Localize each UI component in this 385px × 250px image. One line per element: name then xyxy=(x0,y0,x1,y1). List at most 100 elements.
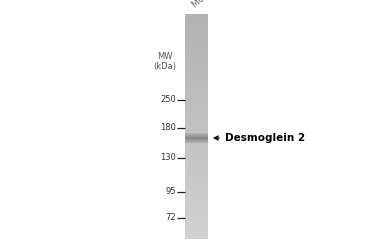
Bar xyxy=(185,162,208,164)
Bar xyxy=(185,204,208,205)
Bar xyxy=(185,68,208,69)
Bar xyxy=(185,43,208,44)
Bar xyxy=(185,41,208,42)
Bar xyxy=(185,176,208,177)
Bar xyxy=(185,204,208,206)
Bar xyxy=(185,70,208,71)
Bar xyxy=(185,30,208,32)
Bar xyxy=(185,16,208,18)
Bar xyxy=(185,144,208,145)
Bar xyxy=(185,223,208,224)
Bar xyxy=(185,17,208,18)
Bar xyxy=(185,47,208,48)
Bar xyxy=(185,151,208,152)
Bar xyxy=(185,114,208,115)
Text: Mouse heart: Mouse heart xyxy=(190,0,239,10)
Bar xyxy=(185,237,208,238)
Bar xyxy=(185,104,208,106)
Bar xyxy=(185,216,208,218)
Bar xyxy=(185,81,208,82)
Bar xyxy=(185,88,208,89)
Bar xyxy=(185,148,208,149)
Bar xyxy=(185,80,208,81)
Bar xyxy=(185,28,208,29)
Bar xyxy=(185,164,208,165)
Bar xyxy=(185,80,208,82)
Bar xyxy=(185,107,208,108)
Bar xyxy=(185,83,208,84)
Bar xyxy=(185,174,208,175)
Bar xyxy=(185,178,208,179)
Bar xyxy=(185,71,208,72)
Bar xyxy=(185,86,208,88)
Bar xyxy=(185,192,208,193)
Bar xyxy=(185,62,208,64)
Bar xyxy=(185,142,208,143)
Bar xyxy=(185,232,208,233)
Bar xyxy=(185,174,208,176)
Bar xyxy=(185,216,208,217)
Bar xyxy=(185,62,208,63)
Bar xyxy=(185,136,208,137)
Bar xyxy=(185,33,208,34)
Bar xyxy=(185,156,208,157)
Bar xyxy=(185,235,208,236)
Bar xyxy=(185,149,208,150)
Bar xyxy=(185,185,208,186)
Bar xyxy=(185,196,208,198)
Bar xyxy=(185,170,208,171)
Bar xyxy=(185,210,208,211)
Bar xyxy=(185,25,208,26)
Bar xyxy=(185,190,208,192)
Bar xyxy=(185,140,208,141)
Bar xyxy=(185,135,208,136)
Bar xyxy=(185,202,208,203)
Bar xyxy=(185,18,208,19)
Bar xyxy=(185,211,208,212)
Bar xyxy=(185,100,208,101)
Bar xyxy=(185,179,208,180)
Bar xyxy=(185,126,208,127)
Bar xyxy=(185,37,208,38)
Bar xyxy=(185,136,208,137)
Bar xyxy=(185,84,208,86)
Bar xyxy=(185,90,208,91)
Bar xyxy=(185,153,208,154)
Bar xyxy=(185,178,208,180)
Bar xyxy=(185,112,208,113)
Bar xyxy=(185,150,208,151)
Bar xyxy=(185,93,208,94)
Bar xyxy=(185,116,208,117)
Bar xyxy=(185,140,208,141)
Bar xyxy=(185,195,208,196)
Bar xyxy=(185,177,208,178)
Bar xyxy=(185,234,208,235)
Bar xyxy=(185,87,208,88)
Bar xyxy=(185,187,208,188)
Bar xyxy=(185,122,208,124)
Bar xyxy=(185,172,208,174)
Bar xyxy=(185,228,208,230)
Bar xyxy=(185,75,208,76)
Bar xyxy=(185,163,208,164)
Bar xyxy=(185,208,208,209)
Bar xyxy=(185,66,208,67)
Bar xyxy=(185,225,208,226)
Bar xyxy=(185,162,208,163)
Bar xyxy=(185,137,208,138)
Bar xyxy=(185,140,208,141)
Bar xyxy=(185,143,208,144)
Bar xyxy=(185,94,208,95)
Bar xyxy=(185,60,208,61)
Bar xyxy=(185,99,208,100)
Bar xyxy=(185,139,208,140)
Bar xyxy=(185,130,208,132)
Bar xyxy=(185,172,208,173)
Bar xyxy=(185,124,208,126)
Bar xyxy=(185,103,208,104)
Bar xyxy=(185,134,208,135)
Bar xyxy=(185,136,208,137)
Bar xyxy=(185,15,208,16)
Bar xyxy=(185,212,208,214)
Bar xyxy=(185,98,208,100)
